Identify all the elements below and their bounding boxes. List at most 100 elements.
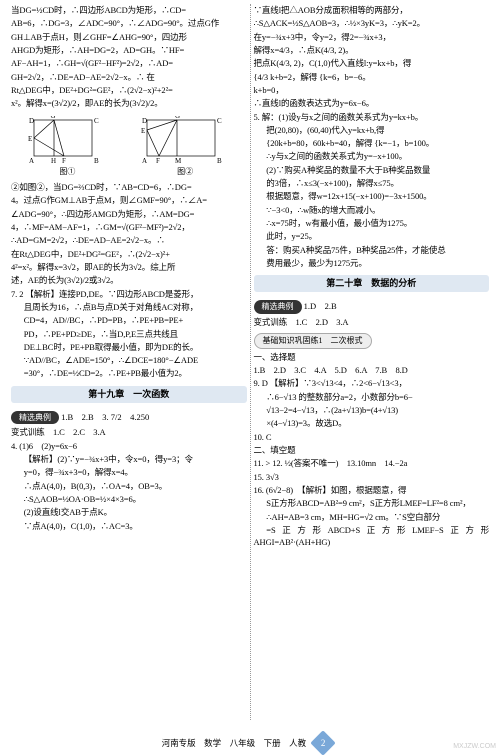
equation-system: {4/3 k+b=2，解得 {k=6，b=−6。 [254,71,490,83]
figure-label: 图① [26,166,108,178]
text-line: ∠ADG=90°，∴四边形AMGD为矩形，∴AM=DG= [11,208,247,220]
text-line: x²。解得x=(3√2)/2，即AE的长为(3√2)/2。 [11,97,247,109]
pill-selected-examples: 精选典例 [11,411,59,425]
text-line: y=0，得−¾x+3=0，解得x=4。 [11,466,247,478]
footer-text: 河南专版 数学 八年级 下册 人教 [162,738,307,748]
svg-text:B: B [217,157,222,164]
variant-training: 变式训练 1.C 2.D 3.A [254,316,490,328]
text-line: 解得x=4/3，∴点K(4/3, 2)。 [254,44,490,56]
text-line: ∴S△ACK=½S△AOB=3，∴½×3yK=3，∴yK=2。 [254,17,490,29]
text-line: 把(20,80)，(60,40)代入y=kx+b,得 [254,124,490,136]
right-column: ∵直线l把△AOB分成面积相等的两部分， ∴S△ACK=½S△AOB=3，∴½×… [251,4,493,720]
text-line: ∴AH=AB=3 cm，MH=HG=√2 cm。∵S空白部分 [254,511,490,523]
text-line: GH⊥AB于点H，则∠GHF=∠AHG=90°，四边形 [11,31,247,43]
text-line: ∴6−√13 的整数部分a=2，小数部分b=6− [254,391,490,403]
svg-text:A: A [142,157,147,164]
equation-system: k+b=0， [254,84,490,96]
question-4: 4. (1)6 (2)y=6x−6 [11,440,247,452]
watermark: MXJZW.COM [453,742,496,752]
text-line: 且周长为16，∴点B与点D关于对角线AC对称， [11,301,247,313]
answer-row: 10. C [254,431,490,443]
svg-text:H: H [51,157,56,164]
question-5: 5. 解：(1)设y与x之间的函数关系式为y=kx+b。 [254,111,490,123]
section-header: 二、填空题 [254,444,490,456]
text-line: 【解析】(2)∵y=−¾x+3中，令x=0，得y=3；令 [11,453,247,465]
answer-row: 1.D 2.B [304,301,337,311]
text-line: ∴y与x之间的函数关系式为y=−x+100。 [254,150,490,162]
text-line: ∴直线l的函数表达式为y=6x−6。 [254,97,490,109]
answer-row: 1.B 2.D 3.C 4.A 5.D 6.A 7.B 8.D [254,364,490,376]
text-line: AHGD为矩形，∴AH=DG=2，AD=GH。∵HF= [11,44,247,56]
text-line: ∵−3<0，∴w随x的增大而减小。 [254,204,490,216]
text-line: (2)设直线l交AB于点K。 [11,506,247,518]
text-line: CD=4，AD//BC，∴PD=PB，∴PE+PB=PE+ [11,314,247,326]
text-line: DE⊥BC时，PE+PB取得最小值，即为DE的长。 [11,341,247,353]
text-line: ∵点A(4,0)，C(1,0)，∴AC=3。 [11,520,247,532]
text-line: 在y=−¾x+3中，令y=2，得2=−¾x+3， [254,31,490,43]
question-9: 9. D 【解析】∵3<√13<4，∴2<6−√13<3， [254,377,490,389]
svg-text:D: D [142,117,147,125]
answer-row: 1.B 2.B 3. 7/2 4.250 [61,412,149,422]
left-column: 当DG=½CD时，∴四边形ABCD为矩形，∴CD= AB=6，∴DG=3，∠AD… [8,4,251,720]
text-line: ×(4−√13)=3。故选D。 [254,417,490,429]
text-line: ∴AD=GM=2√2，∴DE=AD−AE=2√2−x。∴ [11,234,247,246]
text-line: S正方形ABCD=AB²=9 cm²，S正方形LMEF=LF²=8 cm²， [254,497,490,509]
page-number: 2 [311,730,336,755]
figure-label: 图② [139,166,231,178]
text-line: ∴点A(4,0)，B(0,3)，∴OA=4，OB=3。 [11,480,247,492]
pill-selected-examples: 精选典例 [254,300,302,314]
text-line: GH=2√2，∴DE=AD−AE=2√2−x。∴ 在 [11,71,247,83]
svg-text:F: F [62,157,66,164]
text-line: 此时，y=25。 [254,230,490,242]
pill-basic-practice: 基础知识巩固练1 二次根式 [254,333,372,349]
chapter-title-20: 第二十章 数据的分析 [254,275,490,292]
page-footer: 河南专版 数学 八年级 下册 人教 2 [0,734,500,752]
text-line: ∵直线l把△AOB分成面积相等的两部分， [254,4,490,16]
text-line: 当DG=½CD时，∴四边形ABCD为矩形，∴CD= [11,4,247,16]
question-16: 16. (6√2−8) 【解析】如图，根据题意，得 [254,484,490,496]
text-line: ∴S△AOB=½OA·OB=½×4×3=6。 [11,493,247,505]
text-line: {20k+b=80，60k+b=40，解得 {k=−1，b=100。 [254,137,490,149]
section-header: 一、选择题 [254,351,490,363]
figure-1: D C E G A H F B 图① [26,116,108,178]
text-line: 述，AE的长为(3√2)/2或3√2。 [11,274,247,286]
svg-text:M: M [175,157,182,164]
svg-text:E: E [141,127,145,135]
text-line: ∴x=75时，w有最小值，最小值为1275。 [254,217,490,229]
text-line: ∵AD//BC，∠ADE=150°，∴∠DCE=180°−∠ADE [11,354,247,366]
chapter-title-19: 第十九章 一次函数 [11,386,247,403]
geometry-fig2: D G C E A F M B [139,116,231,164]
text-line: AB=6，∴DG=3，∠ADC=90°，∴∠ADG=90°。过点G作 [11,17,247,29]
text-line: 4²=x²。解得x=3√2，即AE的长为3√2。综上所 [11,261,247,273]
geometry-fig1: D C E G A H F B [26,116,108,164]
answer-row: 15. 3√3 [254,471,490,483]
svg-text:F: F [156,157,160,164]
text-line: Rt△DEG中，DE²+DG²=GE²，∴(2√2−x)²+2²= [11,84,247,96]
svg-text:A: A [29,157,34,164]
text-line: 答：购买A种奖品75件，B种奖品25件，才能使总 [254,244,490,256]
variant-training: 变式训练 1.C 2.C 3.A [11,426,247,438]
figure-row: D C E G A H F B 图① D G C E A F M B 图② [11,116,247,178]
svg-text:C: C [217,117,222,125]
text-line: 4，∴MF=AM−AF=1，∴GM=√(GF²−MF²)=2√2， [11,221,247,233]
text-line: 在Rt△DEG中，DE²+DG²=GE²，∴(2√2−x)²+ [11,248,247,260]
text-line: 费用最少，最少为1275元。 [254,257,490,269]
svg-text:G: G [175,116,180,120]
text-line: 的3倍，∴x≤3(−x+100)，解得x≤75。 [254,177,490,189]
answer-row: 11. > 12. ½(答案不唯一) 13.10mn 14.−2a [254,457,490,469]
text-line: 根据题意，得w=12x+15(−x+100)=−3x+1500。 [254,190,490,202]
svg-text:B: B [94,157,99,164]
svg-text:G: G [51,116,56,120]
text-line: =S正方形ABCD+S正方形LMEF−S正方形AHGI=AB²·(AH+HG) [254,524,490,549]
text-line: AF−AH=1，∴GH=√(GF²−HF²)=2√2，∴AD= [11,57,247,69]
text-line: ②如图②，当DG=⅔CD时，∵AB=CD=6，∴DG= [11,181,247,193]
svg-text:D: D [29,117,34,125]
question-7: 7. 2 【解析】连接PD,DE。∵四边形ABCD是菱形， [11,288,247,300]
text-line: =30°，∴DE=½CD=2。∴PE+PB最小值为2。 [11,367,247,379]
svg-text:E: E [28,135,32,143]
text-line: 4。过点G作GM⊥AB于点M，则∠GMF=90°，∴∠A= [11,194,247,206]
svg-text:C: C [94,117,99,125]
text-line: 把点K(4/3, 2)，C(1,0)代入直线l:y=kx+b，得 [254,57,490,69]
text-line: (2)∵购买A种奖品的数量不大于B种奖品数量 [254,164,490,176]
figure-2: D G C E A F M B 图② [139,116,231,178]
